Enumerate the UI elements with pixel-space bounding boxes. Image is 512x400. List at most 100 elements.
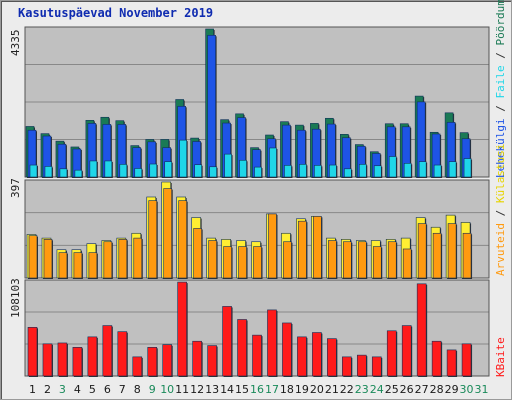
kbytes-bar-1 bbox=[27, 327, 38, 377]
kbytes-bar-4 bbox=[72, 347, 83, 377]
sites-bar-23 bbox=[357, 241, 367, 279]
x-tick-label-25: 25 bbox=[385, 383, 399, 396]
files-bar-6 bbox=[104, 160, 113, 178]
sites-bar-26 bbox=[402, 248, 412, 279]
sites-bar-20 bbox=[313, 216, 322, 279]
x-tick-label-4: 4 bbox=[74, 383, 81, 396]
sites-bar-6 bbox=[103, 241, 113, 279]
x-tick-label-31: 31 bbox=[475, 383, 489, 396]
files-bar-28 bbox=[433, 164, 442, 178]
files-bar-24 bbox=[373, 165, 382, 178]
kbytes-bar-12 bbox=[192, 340, 202, 377]
files-bar-9 bbox=[149, 163, 158, 178]
files-bar-30 bbox=[463, 158, 472, 178]
x-tick-label-13: 13 bbox=[205, 383, 219, 396]
kbytes-bar-13 bbox=[207, 345, 217, 377]
kbytes-bar-11 bbox=[177, 281, 187, 377]
kbytes-bar-17 bbox=[267, 309, 277, 377]
sites-bar-28 bbox=[432, 232, 442, 279]
kbytes-bar-15 bbox=[237, 319, 247, 377]
x-tick-label-7: 7 bbox=[119, 383, 126, 396]
kbytes-bar-7 bbox=[117, 331, 128, 377]
sites-bar-3 bbox=[58, 252, 68, 279]
files-bar-16 bbox=[254, 166, 262, 178]
sites-bar-27 bbox=[417, 223, 427, 279]
files-bar-1 bbox=[29, 164, 38, 178]
pages-bar-13 bbox=[207, 35, 216, 178]
files-bar-10 bbox=[164, 161, 173, 178]
files-bar-21 bbox=[329, 164, 337, 178]
kbytes-bar-9 bbox=[147, 347, 158, 377]
x-tick-label-10: 10 bbox=[160, 383, 174, 396]
sites-bar-22 bbox=[343, 241, 352, 279]
x-tick-label-27: 27 bbox=[415, 383, 429, 396]
kbytes-bar-16 bbox=[252, 334, 262, 377]
x-tick-label-20: 20 bbox=[310, 383, 324, 396]
files-bar-8 bbox=[134, 168, 143, 178]
x-tick-label-14: 14 bbox=[220, 383, 234, 396]
x-tick-label-29: 29 bbox=[445, 383, 459, 396]
x-tick-label-18: 18 bbox=[280, 383, 294, 396]
files-bar-17 bbox=[269, 147, 277, 178]
sites-bar-16 bbox=[253, 246, 262, 279]
files-bar-3 bbox=[59, 168, 68, 178]
x-tick-label-8: 8 bbox=[134, 383, 141, 396]
x-tick-label-11: 11 bbox=[175, 383, 189, 396]
kbytes-bar-2 bbox=[42, 343, 53, 377]
files-bar-23 bbox=[358, 164, 367, 178]
sites-bar-14 bbox=[223, 246, 232, 279]
kbytes-bar-5 bbox=[87, 336, 98, 377]
sites-bar-30 bbox=[462, 232, 472, 279]
x-tick-label-12: 12 bbox=[190, 383, 204, 396]
x-tick-label-9: 9 bbox=[149, 383, 156, 396]
x-tick-label-2: 2 bbox=[44, 383, 51, 396]
files-bar-11 bbox=[179, 139, 187, 178]
kbytes-bar-10 bbox=[162, 344, 173, 377]
x-tick-label-30: 30 bbox=[460, 383, 474, 396]
kbytes-bar-27 bbox=[416, 283, 427, 377]
kbytes-bar-3 bbox=[57, 342, 68, 377]
files-bar-5 bbox=[89, 160, 98, 178]
kbytes-bar-29 bbox=[446, 349, 457, 377]
sites-bar-11 bbox=[178, 200, 187, 279]
files-bar-2 bbox=[44, 166, 53, 178]
kbytes-bar-25 bbox=[386, 330, 397, 377]
sites-bar-12 bbox=[193, 228, 202, 279]
sites-bar-15 bbox=[238, 246, 247, 279]
files-bar-12 bbox=[194, 164, 202, 178]
sites-bar-9 bbox=[148, 200, 158, 279]
sites-bar-21 bbox=[328, 240, 337, 279]
kbytes-bar-19 bbox=[297, 336, 307, 377]
files-bar-27 bbox=[418, 161, 427, 178]
files-bar-25 bbox=[388, 156, 397, 178]
kbytes-bar-8 bbox=[132, 356, 143, 377]
kbytes-bar-23 bbox=[356, 354, 367, 377]
x-tick-label-6: 6 bbox=[104, 383, 111, 396]
sites-bar-4 bbox=[73, 252, 83, 279]
x-tick-label-3: 3 bbox=[59, 383, 66, 396]
chart-title: Kasutuspäevad November 2019 bbox=[18, 6, 214, 20]
kbytes-bar-18 bbox=[282, 322, 292, 377]
sites-bar-24 bbox=[372, 246, 382, 279]
sites-bar-1 bbox=[28, 235, 38, 279]
x-tick-label-5: 5 bbox=[89, 383, 96, 396]
sites-bar-29 bbox=[447, 223, 457, 279]
x-tick-label-24: 24 bbox=[370, 383, 384, 396]
files-bar-26 bbox=[403, 163, 412, 178]
x-tick-label-22: 22 bbox=[340, 383, 354, 396]
kbytes-bar-14 bbox=[222, 306, 232, 377]
sites-bar-7 bbox=[118, 239, 128, 279]
files-bar-20 bbox=[314, 165, 322, 178]
files-bar-15 bbox=[239, 159, 247, 178]
x-tick-label-28: 28 bbox=[430, 383, 444, 396]
kbytes-bar-30 bbox=[461, 343, 472, 377]
sites-bar-8 bbox=[133, 237, 143, 279]
sites-bar-18 bbox=[283, 241, 292, 279]
files-bar-22 bbox=[344, 168, 352, 178]
x-tick-label-15: 15 bbox=[235, 383, 249, 396]
files-bar-14 bbox=[224, 153, 232, 178]
files-bar-19 bbox=[299, 164, 307, 178]
kbytes-bar-21 bbox=[327, 338, 337, 377]
sites-bar-2 bbox=[43, 239, 53, 279]
